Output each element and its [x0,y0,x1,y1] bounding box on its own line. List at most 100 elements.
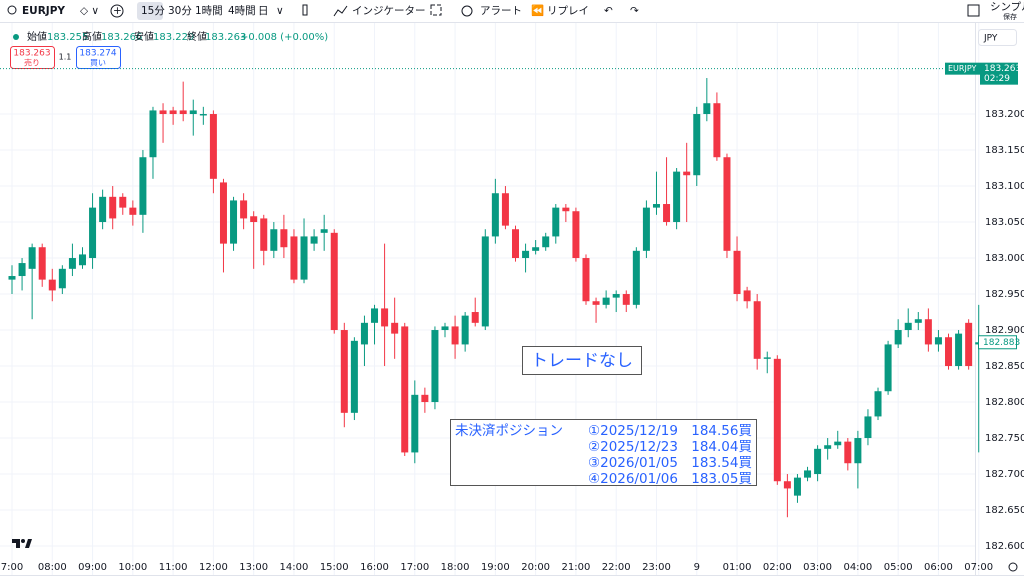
positions-box [450,419,757,486]
add-icon[interactable] [110,4,124,18]
candle-body [230,200,238,244]
y-tick-label: 183.200 [985,109,1024,120]
candle-body [924,319,932,345]
position-price: 184.04買 [691,439,752,455]
x-tick-label: 03:00 [803,562,832,573]
interval[interactable]: 15分 [141,5,165,17]
sell-label: 売り [24,58,40,68]
candle-body [562,207,570,212]
y-tick-label: 183.000 [985,253,1024,264]
candle-body [804,470,812,478]
price-tag-text: 183.263 [984,64,1021,74]
alert-button[interactable]: アラート [480,5,522,17]
candle-body [109,196,117,219]
candle-body [78,254,86,266]
candle-body [350,340,358,413]
legend-label: 始値 [27,30,47,43]
candle-body [572,211,580,259]
y-tick-label: 183.050 [985,217,1024,228]
interval[interactable]: 1時間 [195,5,223,17]
x-tick-label: 16:00 [360,562,389,573]
candle-body [209,114,217,179]
tv-logo [12,539,32,548]
position-date: ①2025/12/19 [588,423,678,439]
candle-body [451,326,459,345]
cursor-tag-text: 182.883 [983,338,1020,348]
candle-body [693,114,701,176]
toolbar [0,0,1024,22]
x-tick-label: 20:00 [521,562,550,573]
candle-body [602,297,610,305]
x-tick-label: 12:00 [199,562,228,573]
currency-box[interactable] [978,29,1017,46]
indicators-button[interactable]: インジケーター [352,5,426,17]
candle-body [240,200,248,219]
buy-button[interactable] [76,46,121,69]
x-tick-label: 09:00 [78,562,107,573]
candle-body [441,326,449,331]
symbol[interactable]: EURJPY [22,5,65,17]
symbol-tag-text: EURJPY [948,64,976,73]
candle-body [330,232,338,331]
candle-body [733,250,741,295]
x-tick-label: 02:00 [763,562,792,573]
sell-button[interactable] [10,46,55,69]
search-icon[interactable] [7,5,17,15]
candle-body [965,322,973,367]
positions-title: 未決済ポジション [455,423,563,439]
y-tick-label: 182.650 [985,505,1024,516]
candle-body [703,103,711,115]
indicator-icon [333,5,348,17]
interval-menu[interactable]: ∨ [276,5,284,17]
y-tick-label: 183.100 [985,181,1024,192]
compare-icon[interactable]: ◇ ∨ [80,5,99,17]
interval-selected [137,2,163,20]
simple-mode[interactable]: シンプル [990,1,1024,13]
replay-button[interactable]: リプレイ [547,5,589,17]
x-tick-label: 10:00 [118,562,147,573]
undo[interactable]: ↶ [604,5,613,17]
candle-body [793,477,801,496]
settings-icon[interactable] [1008,562,1018,572]
buy-label: 買い [90,59,106,68]
candle-body [199,114,207,116]
interval[interactable]: 4時間 [228,5,256,17]
legend-label: 終値 [187,30,207,43]
candle-body [320,229,328,233]
annotation: トレードなし [531,351,633,371]
legend-change: +0.008 (+0.00%) [240,32,328,43]
candle-body [280,229,288,248]
x-tick-label: 21:00 [562,562,591,573]
chart-type-icon[interactable] [302,4,308,16]
y-tick-label: 182.600 [985,541,1024,552]
candle-body [512,229,519,259]
candle-body [481,236,489,327]
interval[interactable]: 日 [258,5,269,17]
candle-body [652,204,660,208]
layout-icon[interactable] [430,4,442,16]
x-tick-label: 05:00 [884,562,913,573]
interval[interactable]: 30分 [168,5,192,17]
replay-icon: ⏪ [531,4,544,17]
candle-body [552,207,560,237]
x-tick-label: 9 [694,562,700,573]
redo[interactable]: ↷ [630,5,639,17]
currency[interactable]: JPY [983,34,998,44]
candle-body [622,294,630,305]
x-tick-label: 19:00 [481,562,510,573]
candle-body [642,207,650,251]
x-tick-label: 11:00 [159,562,188,573]
y-tick-label: 183.150 [985,145,1024,156]
candle-body [632,250,640,305]
order-size[interactable]: 1.1 [59,53,72,62]
candle-body [783,481,791,489]
price-tag [980,62,1018,85]
candle-body [270,229,278,251]
candle-body [89,207,97,259]
candle-body [461,315,469,345]
save[interactable]: 保存 [1003,12,1017,21]
candle-body [763,357,771,359]
checkbox[interactable] [967,4,980,17]
x-tick-label: 22:00 [602,562,631,573]
